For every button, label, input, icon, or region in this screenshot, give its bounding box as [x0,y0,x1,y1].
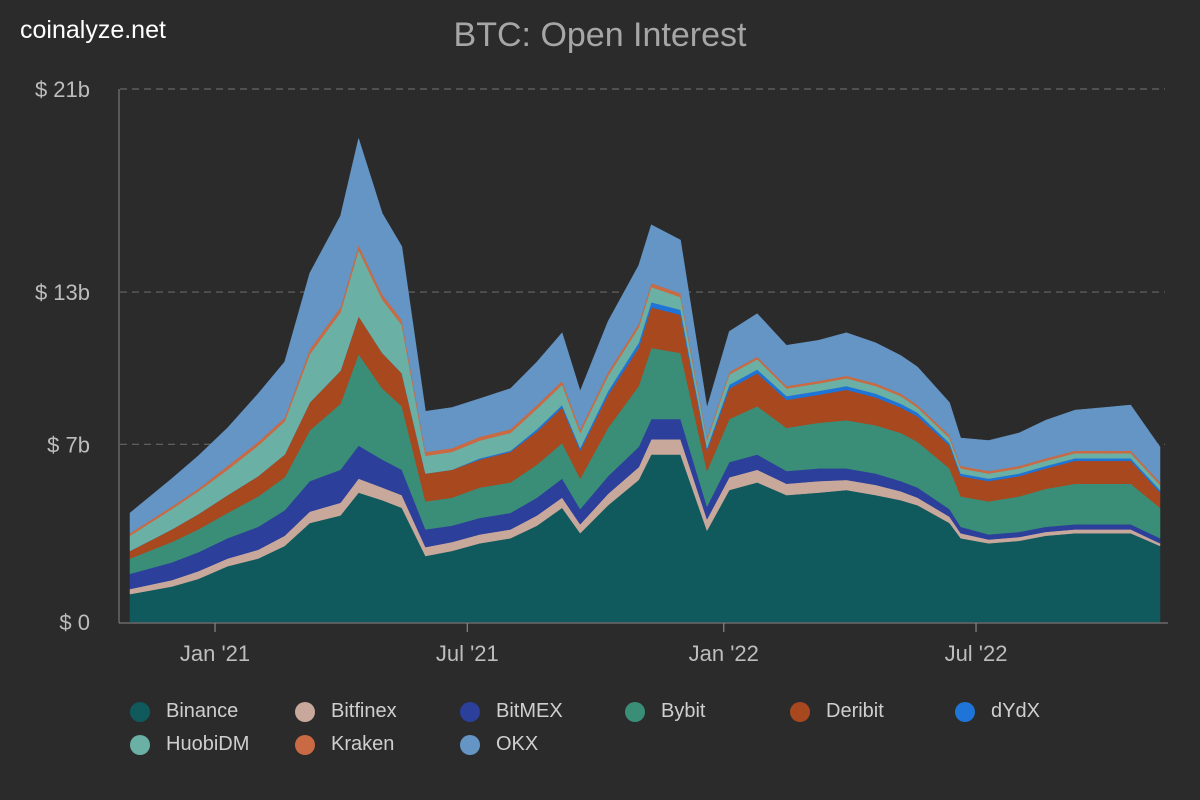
area-layer[interactable] [129,137,1161,623]
legend-item-kraken[interactable]: Kraken [295,733,460,756]
x-tick-label: Jul '22 [945,641,1008,666]
legend-item-bitmex[interactable]: BitMEX [460,700,625,723]
x-tick-label: Jan '21 [180,641,250,666]
legend-item-deribit[interactable]: Deribit [790,700,955,723]
y-tick-label: $ 0 [59,610,90,635]
legend-swatch [295,701,315,722]
x-tick-label: Jan '22 [689,641,759,666]
legend-swatch [460,734,480,755]
legend-item-bitfinex[interactable]: Bitfinex [295,700,460,723]
legend-label: OKX [496,733,539,755]
chart-title: BTC: Open Interest [453,16,747,54]
legend-swatch [130,701,150,722]
legend-item-huobidm[interactable]: HuobiDM [130,733,295,756]
legend-item-binance[interactable]: Binance [130,700,295,723]
legend-swatch [460,701,480,722]
legend-label: HuobiDM [166,733,250,755]
legend-item-bybit[interactable]: Bybit [625,700,790,723]
legend-label: Deribit [826,700,884,722]
x-tick-label: Jul '21 [436,641,499,666]
site-watermark: coinalyze.net [20,16,166,44]
y-tick-label: $ 21b [35,77,90,102]
y-tick-label: $ 13b [35,280,90,305]
legend-swatch [790,701,810,722]
legend-swatch [130,734,150,755]
legend-label: Binance [166,700,239,722]
chart-plot[interactable]: $ 0 $ 7b $ 13b $ 21b Jan '21 Jul '21 Jan '22 Ju… [0,0,1200,680]
chart-legend: Binance Bitfinex BitMEX Bybit Deribit dYdX Huo… [130,700,1130,756]
legend-label: BitMEX [496,700,563,722]
legend-label: Bitfinex [331,700,397,722]
legend-label: Kraken [331,733,395,755]
legend-swatch [955,701,975,722]
legend-item-okx[interactable]: OKX [460,733,625,756]
legend-swatch [295,734,315,755]
axis-layer: $ 0 $ 7b $ 13b $ 21b Jan '21 Jul '21 Jan '22 Ju… [35,77,1168,666]
legend-label: dYdX [991,700,1040,722]
series-area-okx[interactable] [129,137,1161,534]
legend-swatch [625,701,645,722]
y-tick-label: $ 7b [47,432,90,457]
legend-label: Bybit [661,700,706,722]
legend-item-dydx[interactable]: dYdX [955,700,1120,723]
